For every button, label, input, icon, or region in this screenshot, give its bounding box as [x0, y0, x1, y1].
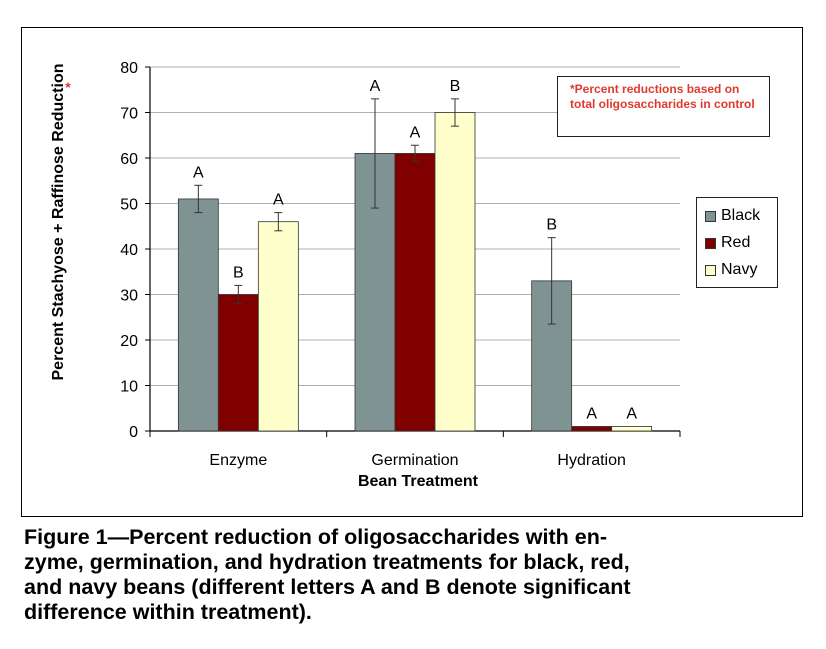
y-tick-label: 0	[129, 424, 138, 441]
x-axis-label: Bean Treatment	[358, 473, 479, 490]
legend: Black Red Navy	[696, 197, 778, 288]
significance-letter: A	[410, 124, 421, 141]
y-tick-label: 20	[120, 333, 138, 350]
significance-letter: B	[546, 217, 557, 234]
bar-navy-hydration	[611, 426, 653, 432]
legend-label-navy: Navy	[721, 261, 758, 278]
significance-letter: B	[450, 78, 461, 95]
x-tick-label: Hydration	[557, 452, 625, 469]
y-tick-label: 70	[120, 106, 138, 123]
legend-swatch-red	[705, 237, 716, 249]
significance-letter: A	[273, 192, 284, 209]
annotation-box: *Percent reductions based on total oligo…	[557, 76, 770, 137]
y-tick-label: 60	[120, 151, 138, 168]
legend-item-red: Red	[705, 233, 750, 253]
significance-letter: A	[626, 405, 637, 422]
axis-labels: Percent Stachyose + Raffinose Reduction …	[50, 64, 479, 490]
legend-label-red: Red	[721, 234, 751, 251]
y-axis-label-marker: *	[65, 79, 71, 95]
caption-line: Figure 1—Percent reduction of oligosacch…	[24, 525, 607, 549]
y-tick-label: 10	[120, 379, 138, 396]
legend-item-black: Black	[705, 206, 760, 226]
significance-letter: B	[233, 264, 244, 281]
chart-frame	[21, 27, 803, 517]
gridlines	[150, 66, 680, 386]
error-bars	[194, 98, 556, 325]
caption-line: zyme, germination, and hydration treatme…	[24, 550, 630, 574]
significance-letter: A	[370, 78, 381, 95]
figure-caption: Figure 1—Percent reduction of oligosacch…	[24, 525, 806, 625]
bar-navy-enzyme	[257, 221, 299, 432]
significance-letter: A	[193, 164, 204, 181]
y-axis-label: Percent Stachyose + Raffinose Reduction	[50, 64, 67, 381]
x-tick-label: Enzyme	[209, 452, 267, 469]
legend-swatch-black	[705, 210, 716, 222]
legend-item-navy: Navy	[705, 260, 757, 280]
caption-line: and navy beans (different letters A and …	[24, 575, 631, 599]
bar-red-hydration	[571, 426, 613, 432]
y-tick-label: 50	[120, 197, 138, 214]
significance-letter: A	[586, 405, 597, 422]
annotation-text: *Percent reductions based on total oligo…	[570, 82, 755, 111]
y-tick-label: 30	[120, 288, 138, 305]
bar-chart: 0 10 20 30 40 50 60 70 80 Enzyme Germination Hydrat…	[50, 60, 681, 490]
y-tick-label: 80	[120, 60, 138, 77]
caption-line: difference within treatment).	[24, 600, 312, 624]
legend-swatch-navy	[705, 264, 716, 276]
bar-navy-germination	[434, 112, 476, 432]
bar-red-germination	[394, 153, 436, 432]
legend-label-black: Black	[721, 207, 761, 224]
significance-letters: A A B B A A A B A	[193, 78, 637, 423]
y-tick-label: 40	[120, 242, 138, 259]
bar-red-enzyme	[217, 294, 259, 432]
bar-black-enzyme	[177, 198, 219, 432]
x-tick-label: Germination	[371, 452, 458, 469]
